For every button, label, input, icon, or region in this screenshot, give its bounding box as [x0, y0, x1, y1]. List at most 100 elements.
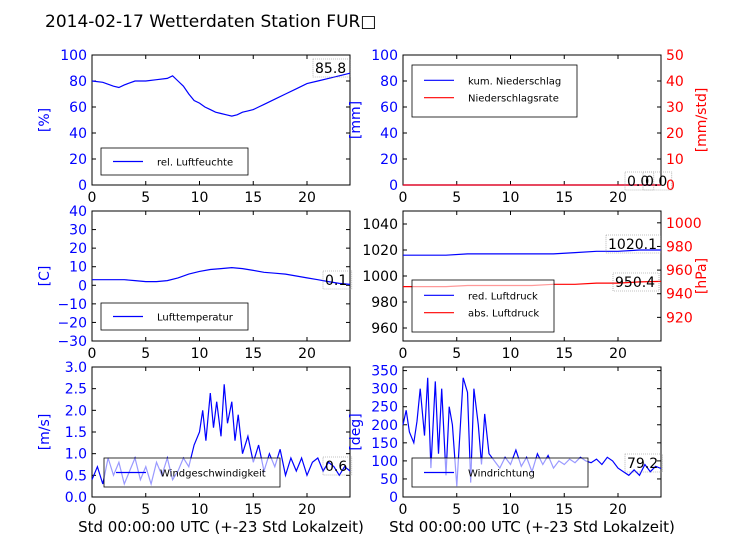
last-value: 79.2	[627, 456, 658, 472]
x-tick-label: 10	[191, 190, 209, 206]
x-tick-label: 20	[609, 190, 627, 206]
y-tick-label: 10	[69, 260, 87, 276]
y-tick-label: 0	[389, 490, 398, 506]
panel-pressure: 0 5 10 15 20 960 980 1000 1020 1040 920 940 960 980 10…	[362, 210, 710, 362]
last-value-box	[322, 270, 353, 290]
x-tick-label: 5	[141, 190, 150, 206]
y-tick-label: −30	[57, 334, 87, 350]
y-tick-label: 300	[371, 382, 398, 398]
x-tick-label: 15	[244, 346, 262, 362]
x-tick-label: 20	[298, 190, 316, 206]
y-axis-label: [%]	[37, 108, 53, 132]
plot-frame	[91, 210, 351, 342]
y2-tick-label: 1000	[666, 216, 702, 232]
legend-box	[411, 64, 578, 118]
y-tick-label: 960	[371, 321, 398, 337]
panel-precip: 0 5 10 15 20 0 20 40 60 80 100 0 10 20 30 40 50 [mm] [mm/s…	[348, 48, 710, 206]
last-value-2-box	[642, 171, 673, 191]
last-value: 0.0	[627, 174, 649, 190]
last-value-2: 950.4	[615, 275, 655, 291]
legend-label: kum. Niederschlag	[468, 76, 561, 87]
y-tick-label: 250	[371, 400, 398, 416]
y-tick-label: 100	[60, 48, 87, 64]
y-tick-label: 50	[380, 472, 398, 488]
x-tick-label: 20	[609, 502, 627, 518]
y-tick-label: 0	[389, 178, 398, 194]
x-tick-label: 0	[399, 502, 408, 518]
y2-tick-label: 20	[666, 126, 684, 142]
y2-axis-label: [hPa]	[694, 258, 710, 294]
figure-title: 2014-02-17 Wetterdaten Station FUR□	[45, 12, 376, 32]
last-value-2: 0.0	[645, 174, 667, 190]
y-tick-label: 20	[69, 152, 87, 168]
y-tick-label: 0	[78, 178, 87, 194]
last-value-box	[322, 456, 353, 476]
x-tick-label: 20	[298, 346, 316, 362]
x-tick-label: 5	[452, 346, 461, 362]
y-axis-label: [C]	[37, 266, 53, 287]
y-tick-label: 1.5	[65, 425, 87, 441]
y-tick-label: −20	[57, 315, 87, 331]
last-value: 0.6	[325, 459, 347, 475]
y2-tick-label: 940	[666, 287, 693, 303]
y-tick-label: 30	[69, 223, 87, 239]
y2-tick-label: 10	[666, 152, 684, 168]
y2-tick-label: 30	[666, 100, 684, 116]
y-tick-label: 40	[69, 126, 87, 142]
x-tick-label: 0	[399, 346, 408, 362]
y2-tick-label: 980	[666, 239, 693, 255]
y-tick-label: 80	[380, 74, 398, 90]
legend-label: Windgeschwindigkeit	[160, 469, 266, 480]
x-tick-label: 10	[191, 502, 209, 518]
y-tick-label: 0.5	[65, 468, 87, 484]
y-axis-label: [m/s]	[37, 414, 53, 451]
x-tick-label: 15	[555, 502, 573, 518]
y-axis-label: [mm]	[348, 101, 364, 139]
y-tick-label: 60	[69, 100, 87, 116]
x-tick-label: 5	[452, 190, 461, 206]
x-tick-label: 10	[502, 190, 520, 206]
y2-tick-label: 920	[666, 310, 693, 326]
x-tick-label: 5	[141, 502, 150, 518]
x-tick-label: 10	[502, 502, 520, 518]
x-tick-label: 5	[141, 346, 150, 362]
legend-label: Niederschlagsrate	[468, 94, 559, 105]
y-tick-label: 40	[380, 126, 398, 142]
y-tick-label: −10	[57, 297, 87, 313]
x-tick-label: 15	[555, 346, 573, 362]
x-tick-label: 15	[555, 190, 573, 206]
y-tick-label: 20	[380, 152, 398, 168]
y2-tick-label: 50	[666, 48, 684, 64]
x-tick-label: 15	[244, 190, 262, 206]
series-line-0	[403, 249, 661, 256]
y2-tick-label: 0	[666, 178, 675, 194]
y-tick-label: 2.5	[65, 382, 87, 398]
x-tick-label: 0	[88, 502, 97, 518]
legend-box	[411, 279, 555, 333]
last-value-box	[624, 453, 663, 473]
panel-temperature: 0 5 10 15 20 −30 −20 −10 0 10 20 30 40 [C] Lufttempera…	[37, 204, 353, 362]
plot-frame	[91, 54, 351, 186]
x-tick-label: 20	[298, 502, 316, 518]
y-tick-label: 150	[371, 436, 398, 452]
x-tick-label: 0	[88, 190, 97, 206]
last-value-box	[312, 58, 351, 78]
y-tick-label: 1040	[362, 217, 398, 233]
y-tick-label: 200	[371, 418, 398, 434]
y-tick-label: 60	[380, 100, 398, 116]
x-tick-label: 0	[88, 346, 97, 362]
y-tick-label: 3.0	[65, 360, 87, 376]
x-axis-label: Std 00:00:00 UTC (+-23 Std Lokalzeit)	[389, 518, 675, 536]
y2-tick-label: 960	[666, 263, 693, 279]
legend-label: Windrichtung	[468, 469, 535, 480]
x-tick-label: 20	[609, 346, 627, 362]
y-tick-label: 80	[69, 74, 87, 90]
last-value-2-box	[612, 272, 660, 292]
last-value: 0.1	[325, 273, 347, 289]
last-value: 1020.1	[608, 237, 657, 253]
y-tick-label: 40	[69, 204, 87, 220]
legend-label: abs. Luftdruck	[468, 309, 539, 320]
y-tick-label: 0	[78, 278, 87, 294]
